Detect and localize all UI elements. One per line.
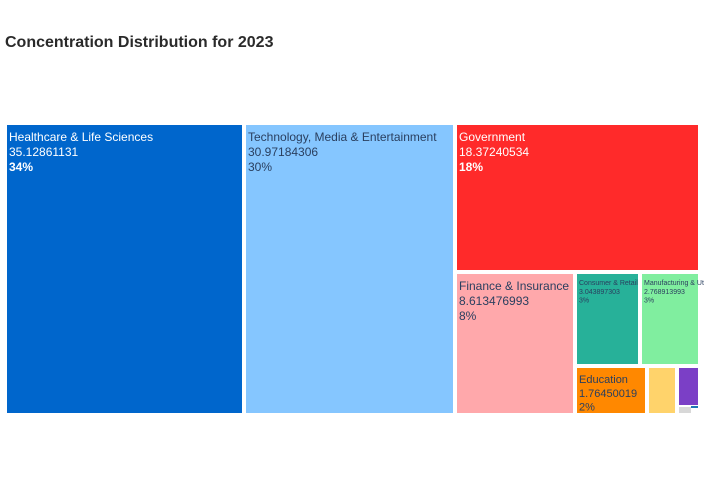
treemap-tile-5[interactable]: Manufacturing & Utility 2.768913993 3% (642, 274, 704, 364)
tile-label-2: Government (459, 130, 526, 144)
tile-value-4: 3.043897303 (579, 289, 620, 296)
tile-label-5: Manufacturing & Utility (644, 280, 704, 287)
treemap-tile-8[interactable] (679, 368, 698, 405)
tile-value-0: 35.12861131 (9, 145, 79, 159)
tile-label-3: Finance & Insurance (459, 279, 569, 293)
chart-title: Concentration Distribution for 2023 (5, 34, 274, 51)
treemap-rect-9 (679, 407, 691, 413)
tile-value-3: 8.613476993 (459, 294, 529, 308)
treemap-rect-8 (679, 368, 698, 405)
tile-value-2: 18.37240534 (459, 145, 529, 159)
tile-percent-1: 30% (248, 160, 272, 174)
tile-label-1: Technology, Media & Entertainment (248, 130, 437, 144)
treemap-rect-1 (246, 125, 453, 413)
tile-percent-3: 8% (459, 309, 477, 323)
treemap-rect-3 (457, 274, 573, 413)
treemap-tile-6[interactable]: Education 1.76450019 2% (577, 368, 645, 414)
tile-percent-6: 2% (579, 402, 595, 414)
tile-percent-5: 3% (644, 298, 654, 305)
treemap-tile-7[interactable] (649, 368, 675, 413)
treemap-rect-6 (577, 368, 645, 413)
treemap-rect-4 (577, 274, 638, 364)
treemap-tile-10[interactable] (691, 406, 698, 408)
tile-percent-4: 3% (579, 298, 589, 305)
tile-value-1: 30.97184306 (248, 145, 318, 159)
treemap-rect-5 (642, 274, 698, 364)
tile-percent-2: 18% (459, 160, 483, 174)
treemap-tile-9[interactable] (679, 407, 691, 413)
tile-label-6: Education (579, 374, 628, 386)
treemap-rect-7 (649, 368, 675, 413)
treemap-tile-1[interactable]: Technology, Media & Entertainment30.9718… (246, 125, 453, 413)
tile-value-6: 1.76450019 (579, 388, 637, 400)
treemap-rect-0 (7, 125, 242, 413)
tile-label-4: Consumer & Retail (579, 280, 638, 287)
treemap-rect-2 (457, 125, 698, 270)
tile-percent-0: 34% (9, 160, 33, 174)
tile-label-0: Healthcare & Life Sciences (9, 130, 153, 144)
treemap-rect-10 (691, 406, 698, 408)
tile-value-5: 2.768913993 (644, 289, 685, 296)
treemap-tile-4[interactable]: Consumer & Retail 3.043897303 3% (577, 274, 638, 364)
